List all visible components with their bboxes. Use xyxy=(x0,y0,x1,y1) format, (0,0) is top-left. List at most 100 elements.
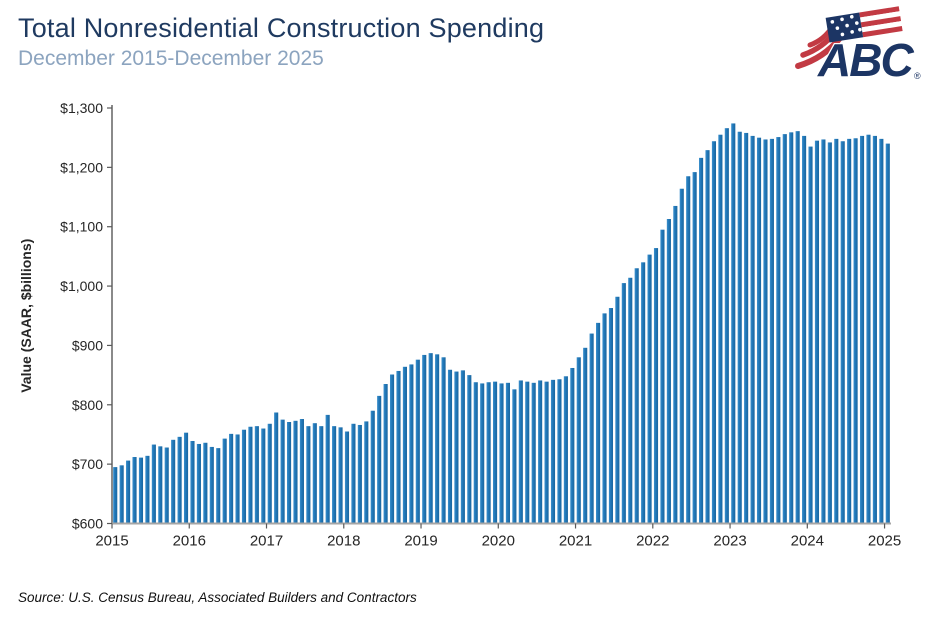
bar xyxy=(853,138,858,524)
bar xyxy=(621,283,626,524)
bar xyxy=(763,139,768,524)
bar xyxy=(171,439,176,524)
bar xyxy=(859,135,865,524)
bar xyxy=(795,131,800,524)
bar xyxy=(699,157,704,524)
bar xyxy=(209,446,214,524)
bar xyxy=(583,347,588,524)
bar xyxy=(113,467,118,524)
x-axis-tick-label: 2021 xyxy=(559,533,592,550)
bar xyxy=(344,431,350,524)
bar xyxy=(602,313,607,524)
x-axis-tick-label: 2022 xyxy=(636,533,669,550)
y-axis-tick-label: $1,000 xyxy=(60,278,103,294)
x-axis-tick-label: 2018 xyxy=(327,533,360,550)
bar xyxy=(486,382,491,524)
bar xyxy=(183,432,189,524)
bar xyxy=(203,442,208,524)
bar xyxy=(737,131,742,524)
bar xyxy=(286,422,292,524)
bar xyxy=(885,143,890,524)
bar xyxy=(679,188,684,524)
bar xyxy=(319,426,324,524)
bar xyxy=(660,229,665,524)
bar xyxy=(776,137,781,524)
bar xyxy=(396,370,401,524)
bar xyxy=(332,426,337,524)
bar xyxy=(827,142,832,524)
y-axis-tick-label: $900 xyxy=(72,337,103,353)
flag-stars xyxy=(830,14,862,37)
bar xyxy=(467,375,472,524)
bar xyxy=(525,381,530,524)
flag-canton xyxy=(825,12,864,43)
bar xyxy=(731,123,736,524)
bar xyxy=(190,440,195,524)
bar xyxy=(608,308,614,524)
chart-subtitle: December 2015-December 2025 xyxy=(18,47,324,70)
y-axis-tick-label: $1,100 xyxy=(60,219,103,235)
y-axis-tick-label: $1,200 xyxy=(60,159,103,175)
bar xyxy=(596,322,601,524)
bar xyxy=(241,429,247,524)
bar xyxy=(126,460,131,524)
abc-logo: ABC ® xyxy=(795,6,921,86)
bar xyxy=(447,369,453,524)
flag-stripe xyxy=(859,11,901,23)
flag-stripe xyxy=(860,16,902,28)
x-axis-tick-label: 2023 xyxy=(713,533,746,550)
bar xyxy=(570,367,575,524)
bar xyxy=(280,419,285,524)
bar xyxy=(615,296,620,524)
bar xyxy=(563,376,568,524)
bar xyxy=(235,434,240,524)
bar xyxy=(377,395,382,524)
bar xyxy=(480,383,485,524)
bar xyxy=(222,438,227,524)
bar xyxy=(441,357,446,524)
bar xyxy=(744,132,749,524)
source-note: Source: U.S. Census Bureau, Associated B… xyxy=(18,590,417,605)
bar xyxy=(686,176,691,524)
bar xyxy=(254,426,259,524)
bar xyxy=(634,268,639,524)
bar xyxy=(673,205,678,524)
bar xyxy=(814,140,820,524)
bar xyxy=(866,134,871,524)
bar xyxy=(196,443,201,524)
bar xyxy=(422,354,427,524)
bar xyxy=(351,423,356,524)
x-axis-tick-label: 2016 xyxy=(173,533,206,550)
y-axis-tick-label: $800 xyxy=(72,397,103,413)
bar xyxy=(248,426,253,524)
bar xyxy=(138,457,144,524)
bar xyxy=(711,141,717,524)
bar xyxy=(557,379,562,524)
bar xyxy=(145,455,150,524)
x-axis-tick-label: 2020 xyxy=(482,533,515,550)
bar xyxy=(164,447,169,524)
bar xyxy=(518,380,523,524)
flag-stripe xyxy=(862,26,903,38)
bar xyxy=(299,419,304,524)
y-axis-tick-label: $600 xyxy=(72,516,103,532)
flag-stripe xyxy=(861,21,902,33)
flag-icon xyxy=(795,6,903,69)
bar xyxy=(550,379,556,524)
bar xyxy=(576,357,581,524)
x-axis-tick-label: 2025 xyxy=(868,533,901,550)
bar xyxy=(756,137,762,524)
bar xyxy=(782,134,787,524)
bar xyxy=(409,364,414,524)
bar xyxy=(293,420,298,524)
logo-registered-mark: ® xyxy=(914,71,921,81)
bar xyxy=(872,135,877,524)
bar xyxy=(538,380,543,524)
bar xyxy=(512,389,517,524)
chart-header: Total Nonresidential Construction Spendi… xyxy=(18,12,544,72)
bar xyxy=(802,135,807,524)
bar xyxy=(531,382,536,524)
bar xyxy=(808,146,813,524)
